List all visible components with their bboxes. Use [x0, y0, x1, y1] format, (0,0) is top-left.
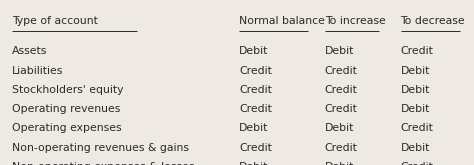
- Text: Operating revenues: Operating revenues: [12, 104, 120, 114]
- Text: Debit: Debit: [401, 143, 430, 153]
- Text: Credit: Credit: [239, 85, 272, 95]
- Text: Credit: Credit: [239, 66, 272, 76]
- Text: Debit: Debit: [401, 85, 430, 95]
- Text: Normal balance: Normal balance: [239, 16, 325, 27]
- Text: To increase: To increase: [325, 16, 385, 27]
- Text: Debit: Debit: [325, 162, 354, 165]
- Text: Operating expenses: Operating expenses: [12, 123, 121, 133]
- Text: Debit: Debit: [325, 123, 354, 133]
- Text: Debit: Debit: [401, 66, 430, 76]
- Text: Stockholders' equity: Stockholders' equity: [12, 85, 123, 95]
- Text: Debit: Debit: [239, 123, 269, 133]
- Text: To decrease: To decrease: [401, 16, 465, 27]
- Text: Credit: Credit: [239, 104, 272, 114]
- Text: Debit: Debit: [325, 46, 354, 56]
- Text: Non-operating revenues & gains: Non-operating revenues & gains: [12, 143, 189, 153]
- Text: Credit: Credit: [325, 143, 357, 153]
- Text: Credit: Credit: [401, 123, 433, 133]
- Text: Debit: Debit: [239, 46, 269, 56]
- Text: Assets: Assets: [12, 46, 47, 56]
- Text: Credit: Credit: [325, 104, 357, 114]
- Text: Type of account: Type of account: [12, 16, 98, 27]
- Text: Credit: Credit: [401, 46, 433, 56]
- Text: Liabilities: Liabilities: [12, 66, 63, 76]
- Text: Credit: Credit: [325, 85, 357, 95]
- Text: Debit: Debit: [401, 104, 430, 114]
- Text: Credit: Credit: [401, 162, 433, 165]
- Text: Credit: Credit: [239, 143, 272, 153]
- Text: Credit: Credit: [325, 66, 357, 76]
- Text: Debit: Debit: [239, 162, 269, 165]
- Text: Non-operating expenses & losses: Non-operating expenses & losses: [12, 162, 194, 165]
